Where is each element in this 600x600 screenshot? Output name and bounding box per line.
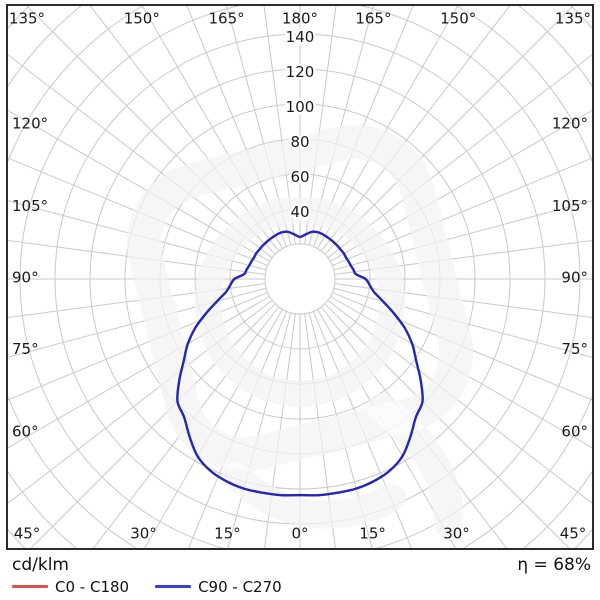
grid-spoke: [304, 5, 337, 245]
grid-spoke: [263, 5, 296, 245]
angle-label: 0°: [291, 525, 308, 543]
grid-spoke: [89, 5, 280, 252]
angle-label: 15°: [359, 525, 386, 543]
grid-spoke: [312, 5, 415, 247]
legend-line-c0-c180-icon: [12, 585, 48, 589]
grid-spoke: [226, 5, 292, 246]
efficiency-value: η = 68%: [517, 555, 591, 575]
grid-spoke: [7, 157, 268, 267]
radial-tick-label: 120: [286, 63, 315, 81]
angle-label: 30°: [130, 525, 157, 543]
grid-spoke: [317, 5, 459, 249]
grid-spoke: [308, 5, 374, 246]
grid-spoke: [333, 199, 593, 271]
grid-spoke: [25, 5, 276, 255]
angle-label: 120°: [552, 114, 588, 132]
radial-tick-label: 140: [286, 28, 315, 46]
angle-label: 120°: [12, 114, 48, 132]
curve-c90-c270: [176, 230, 424, 497]
angle-label: 90°: [12, 269, 39, 287]
polar-chart: 40 60 80 100 120 140 0° 15° 15° 30° 30° 45° 45° 60° 60…: [6, 4, 594, 550]
watermark-logo: [126, 124, 474, 537]
angle-label: 165°: [209, 10, 245, 28]
angle-label: 135°: [555, 10, 591, 28]
angle-label: 75°: [12, 340, 39, 358]
radial-tick-label: 80: [290, 133, 309, 151]
legend-label-c0-c180: C0 - C180: [55, 577, 130, 596]
legend-item-c90-c270: C90 - C270: [155, 578, 282, 596]
grid-spoke: [327, 53, 593, 259]
angle-label: 90°: [561, 269, 588, 287]
angle-label: 45°: [14, 525, 41, 543]
radial-tick-label: 60: [290, 168, 309, 186]
legend: C0 - C180 C90 - C270: [12, 578, 591, 596]
grid-spoke: [7, 109, 270, 262]
legend-label-c90-c270: C90 - C270: [198, 577, 282, 596]
grid-spoke: [141, 5, 283, 249]
angle-label: 165°: [355, 10, 391, 28]
grid-spoke: [187, 311, 288, 549]
radial-tick-label: 100: [286, 98, 315, 116]
angle-label: 150°: [440, 10, 476, 28]
angle-label: 60°: [12, 423, 39, 441]
grid-spoke: [7, 53, 273, 259]
unit-label: cd/klm: [12, 555, 69, 575]
grid-spoke: [7, 199, 267, 271]
legend-item-c0-c180: C0 - C180: [12, 578, 129, 596]
grid-spoke: [227, 312, 292, 549]
grid-spoke: [332, 157, 593, 267]
angle-label: 180°: [282, 10, 318, 28]
angle-label: 105°: [552, 197, 588, 215]
angle-label: 150°: [124, 10, 160, 28]
angle-label: 15°: [214, 525, 241, 543]
chart-footer: cd/klm η = 68% C0 - C180 C90 - C270: [12, 556, 591, 596]
angle-label: 45°: [560, 525, 587, 543]
angle-label: 60°: [561, 423, 588, 441]
angle-label: 30°: [443, 525, 470, 543]
grid-spoke: [185, 5, 288, 247]
angle-label: 135°: [9, 10, 45, 28]
grid-spoke: [320, 5, 511, 252]
angle-label: 105°: [12, 197, 48, 215]
angle-label: 75°: [561, 340, 588, 358]
grid-spoke: [324, 5, 575, 255]
grid-spoke: [330, 109, 593, 262]
legend-line-c90-c270-icon: [155, 585, 192, 589]
radial-tick-label: 40: [290, 203, 309, 221]
plot-frame: [6, 4, 594, 550]
